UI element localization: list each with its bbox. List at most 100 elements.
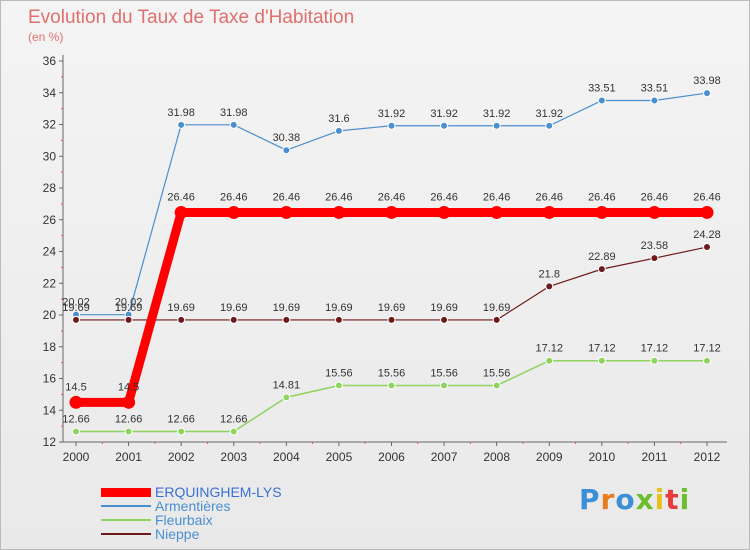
series-point [229, 427, 238, 436]
series-point [332, 205, 346, 219]
data-label: 20.02 [115, 297, 143, 309]
data-label: 14.81 [273, 379, 301, 391]
series-point [174, 205, 188, 219]
data-label: 15.56 [325, 367, 353, 379]
y-tick-label: 24 [43, 245, 57, 259]
x-tick-label: 2010 [588, 450, 615, 464]
series-point [69, 395, 83, 409]
series-point [229, 120, 238, 129]
y-tick-label: 30 [43, 149, 57, 163]
data-label: 12.66 [115, 414, 143, 426]
series-point [492, 315, 501, 324]
x-tick-label: 2005 [326, 450, 353, 464]
x-tick-label: 2004 [273, 450, 300, 464]
y-tick-label: 34 [43, 86, 57, 100]
data-label: 21.8 [539, 268, 560, 280]
axes: 12 14 16 18 20 22 24 26 28 30 32 34 36 2000 2001 2002 20… [43, 54, 727, 464]
data-label: 30.38 [273, 132, 301, 144]
data-label: 26.46 [220, 191, 248, 203]
data-label: 31.92 [483, 108, 511, 120]
data-label: 20.02 [62, 297, 90, 309]
data-label: 19.69 [167, 302, 195, 314]
data-label: 19.69 [430, 302, 458, 314]
logo-letter: P [579, 483, 601, 516]
x-tick-label: 2002 [168, 450, 195, 464]
series-point [72, 427, 80, 436]
series-point [177, 315, 186, 324]
series-point [703, 356, 711, 365]
legend-swatch [101, 533, 151, 535]
series-point [492, 121, 501, 130]
series-point [387, 381, 396, 390]
data-label: 26.46 [641, 191, 669, 203]
legend-label: Nieppe [155, 526, 200, 542]
legend-item-nieppe: Nieppe [101, 526, 341, 542]
data-label: 31.98 [220, 107, 248, 119]
data-label: 17.12 [641, 343, 669, 355]
data-label: 31.92 [378, 108, 406, 120]
series-point [650, 356, 659, 365]
series-point [650, 254, 659, 263]
data-labels: 20.02 20.02 31.98 31.98 30.38 31.6 31.92 31.92 3… [62, 75, 721, 425]
series-point [282, 393, 291, 402]
series-point [595, 205, 609, 219]
logo-letter: t [665, 483, 680, 516]
series-point [387, 121, 396, 130]
legend-label: ERQUINGHEM-LYS [155, 484, 282, 500]
logo-letter: r [600, 483, 616, 516]
series-point [124, 427, 133, 436]
y-tick-label: 32 [43, 118, 57, 132]
series-point [177, 120, 186, 129]
data-label: 31.98 [167, 107, 195, 119]
y-tick-label: 18 [43, 340, 57, 354]
series-point [545, 282, 554, 291]
y-tick-label: 16 [43, 372, 57, 386]
data-label: 19.69 [273, 302, 301, 314]
data-label: 33.51 [588, 83, 616, 95]
y-tick-label: 14 [43, 403, 57, 417]
x-tick-label: 2012 [694, 450, 721, 464]
series-point [490, 205, 504, 219]
series-point [542, 205, 556, 219]
series-point [647, 205, 661, 219]
series-layer [69, 89, 714, 436]
y-tick-label: 22 [43, 276, 57, 290]
y-tick-label: 12 [43, 435, 57, 449]
legend-swatch [101, 505, 151, 507]
legend-item-armentieres: Armentières [101, 498, 341, 514]
series-point [282, 146, 291, 155]
series-point [597, 96, 606, 105]
x-tick-label: 2007 [431, 450, 458, 464]
series-point [492, 381, 501, 390]
data-label: 26.46 [325, 191, 353, 203]
data-label: 15.56 [483, 367, 511, 379]
data-label: 12.66 [220, 414, 248, 426]
data-label: 14.5 [118, 381, 139, 393]
legend-item-erquinghem: ERQUINGHEM-LYS [101, 484, 341, 500]
legend-swatch [101, 488, 151, 497]
data-label: 17.12 [693, 343, 721, 355]
series-point [700, 205, 714, 219]
series-point [650, 96, 659, 105]
data-label: 26.46 [167, 191, 195, 203]
series-point [282, 315, 291, 324]
data-label: 31.92 [430, 108, 458, 120]
series-point [385, 205, 398, 219]
series-point [177, 427, 186, 436]
chart-subtitle: (en %) [28, 30, 64, 44]
x-tick-label: 2000 [63, 450, 90, 464]
data-label: 31.6 [328, 113, 349, 125]
logo-letter: i [654, 483, 666, 516]
data-label: 26.46 [588, 191, 616, 203]
chart-title: Evolution du Taux de Taxe d'Habitation [28, 7, 355, 28]
data-label: 19.69 [378, 302, 406, 314]
data-label: 17.12 [588, 343, 616, 355]
x-tick-label: 2001 [115, 450, 142, 464]
logo-letter: x [635, 483, 655, 516]
series-point [545, 356, 554, 365]
data-label: 26.46 [483, 191, 511, 203]
data-label: 33.98 [693, 75, 721, 87]
series-point [227, 205, 241, 219]
y-tick-label: 26 [43, 213, 57, 227]
